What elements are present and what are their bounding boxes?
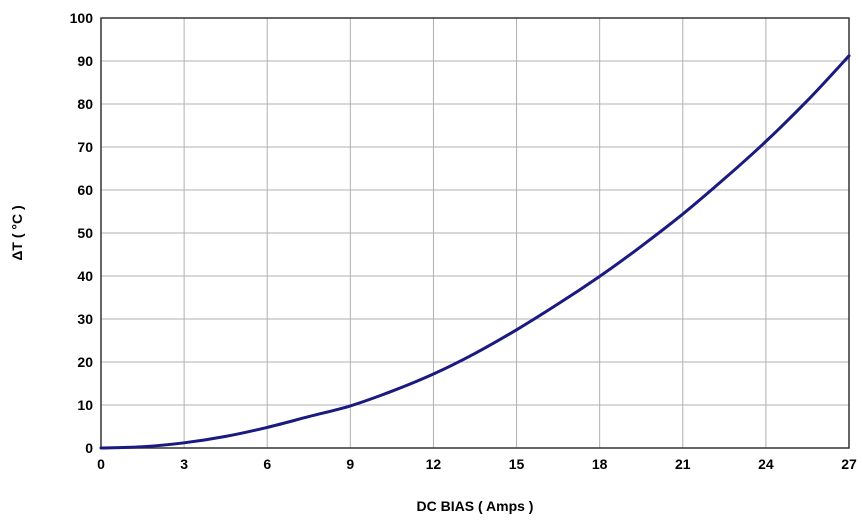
y-tick-label: 100 xyxy=(70,10,94,26)
y-axis-title: ΔT ( °C ) xyxy=(9,205,25,260)
y-tick-label: 40 xyxy=(77,268,93,284)
x-tick-label: 15 xyxy=(509,456,525,472)
y-axis-tick-labels: 0 10 20 30 40 50 60 70 80 90 100 xyxy=(70,10,94,456)
y-tick-label: 80 xyxy=(77,96,93,112)
x-tick-label: 27 xyxy=(841,456,857,472)
x-tick-label: 0 xyxy=(97,456,105,472)
series-line xyxy=(99,54,851,450)
y-tick-label: 0 xyxy=(85,440,93,456)
x-tick-label: 9 xyxy=(346,456,354,472)
x-tick-label: 3 xyxy=(180,456,188,472)
grid xyxy=(101,18,849,448)
plot-area-frame xyxy=(100,17,850,449)
y-tick-label: 60 xyxy=(77,182,93,198)
y-tick-label: 70 xyxy=(77,139,93,155)
y-tick-label: 20 xyxy=(77,354,93,370)
x-axis-tick-labels: 0 3 6 9 12 15 18 21 24 27 xyxy=(97,456,857,472)
x-tick-label: 24 xyxy=(758,456,774,472)
x-axis-title: DC BIAS ( Amps ) xyxy=(417,498,534,514)
x-tick-label: 18 xyxy=(592,456,608,472)
x-tick-label: 21 xyxy=(675,456,691,472)
y-tick-label: 10 xyxy=(77,397,93,413)
x-tick-label: 12 xyxy=(426,456,442,472)
y-tick-label: 30 xyxy=(77,311,93,327)
y-tick-label: 50 xyxy=(77,225,93,241)
y-tick-label: 90 xyxy=(77,53,93,69)
x-tick-label: 6 xyxy=(263,456,271,472)
